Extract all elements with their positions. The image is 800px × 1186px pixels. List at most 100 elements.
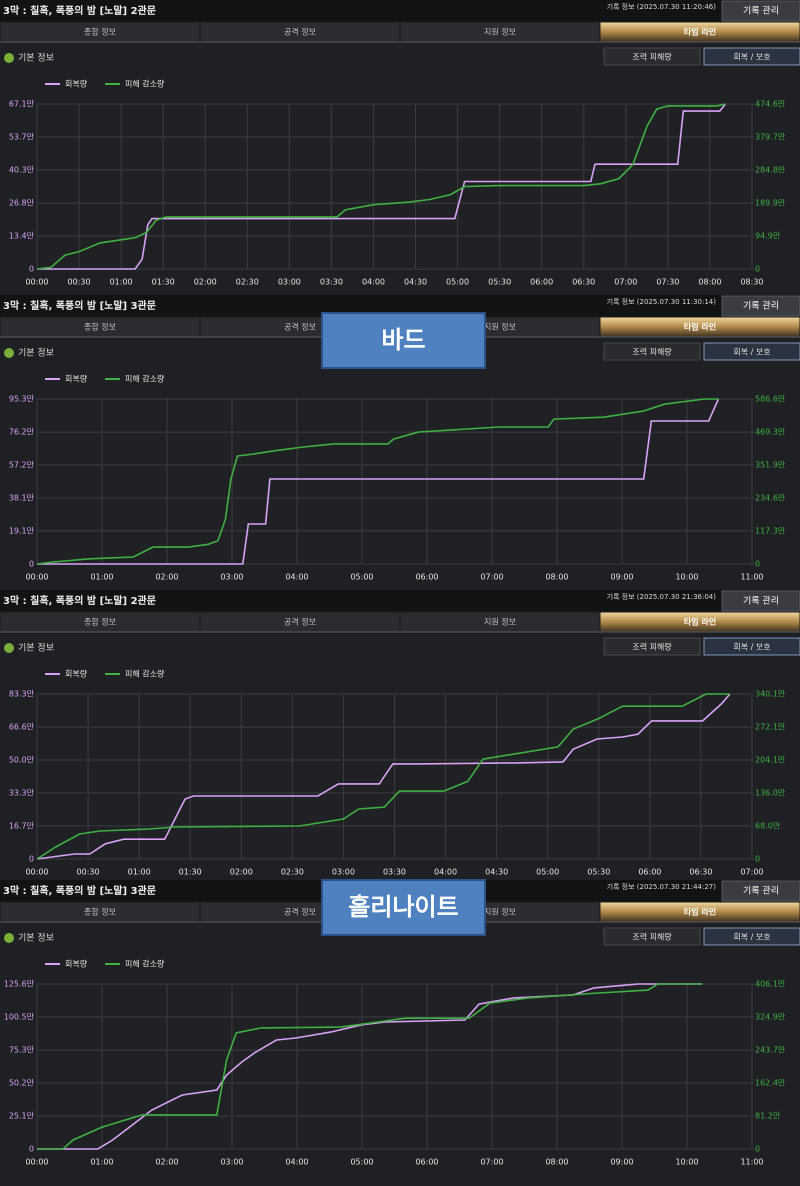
tab-label[interactable]: 종합 정보 [84,27,116,37]
header-bar [0,590,800,612]
x-tick-label: 06:00 [415,573,438,582]
header-bar [0,295,800,317]
record-info: 기록 정보 (2025.07.30 21:36:04) [607,592,717,601]
x-tick-label: 09:00 [610,573,633,582]
x-tick-label: 04:00 [434,868,457,877]
tab-label[interactable]: 지원 정보 [484,27,516,37]
y2-tick-label: 68.0만 [755,822,781,831]
tab-label[interactable]: 타임 라인 [684,907,716,917]
x-tick-label: 04:30 [404,278,427,287]
help-icon [4,643,14,653]
series-line [37,983,703,1150]
x-tick-label: 02:00 [230,868,253,877]
record-button[interactable] [721,590,800,612]
y-tick-label: 40.3만 [9,165,35,174]
y2-tick-label: 340.1만 [755,690,786,699]
legend-label: 피해 감소량 [125,374,165,384]
y2-tick-label: 0 [755,560,760,569]
tab-label[interactable]: 공격 정보 [284,322,316,332]
x-tick-label: 06:30 [572,278,595,287]
tab-label[interactable]: 지원 정보 [484,322,516,332]
tab-label[interactable]: 공격 정보 [284,27,316,37]
section-label: 기본 정보 [18,348,54,359]
x-tick-label: 06:00 [530,278,553,287]
series-line [36,693,730,860]
help-icon [4,53,14,63]
x-tick-label: 00:00 [25,573,48,582]
legend-label: 회복량 [65,374,88,384]
series-line [37,398,720,565]
subtab[interactable] [603,637,701,656]
class-label-box [321,312,486,369]
x-tick-label: 01:00 [110,278,133,287]
y2-tick-label: 406.1만 [755,980,786,989]
x-tick-label: 08:00 [545,573,568,582]
subtab-label[interactable]: 조력 피해량 [632,347,672,357]
tab-label[interactable]: 지원 정보 [484,617,516,627]
subtab-label[interactable]: 회복 / 보호 [733,53,770,62]
record-button[interactable] [721,0,800,22]
y-tick-label: 75.3만 [9,1046,35,1055]
x-tick-label: 06:30 [689,868,712,877]
tab-label[interactable]: 타임 라인 [684,27,716,37]
subtab-label[interactable]: 회복 / 보호 [733,643,770,652]
subtab-label[interactable]: 회복 / 보호 [733,933,770,942]
subtab-label[interactable]: 조력 피해량 [632,52,672,62]
tab-label[interactable]: 공격 정보 [284,907,316,917]
y-tick-label: 0 [29,855,34,864]
x-tick-label: 05:30 [587,868,610,877]
series-line [36,398,719,565]
record-button[interactable] [721,295,800,317]
y2-tick-label: 162.4만 [755,1079,786,1088]
tab-label[interactable]: 공격 정보 [284,617,316,627]
y-tick-label: 67.1만 [9,100,35,109]
record-button-label[interactable]: 기록 관리 [743,6,779,17]
class-label: 바드 [381,326,425,354]
subtab[interactable] [703,47,800,66]
panel: 3막 : 칠흑, 폭풍의 밤 [노말] 3관문 기록 정보 (2025.07.30… [0,295,800,590]
record-button-label[interactable]: 기록 관리 [743,886,779,897]
x-tick-label: 08:00 [545,1158,568,1167]
tab-label[interactable]: 종합 정보 [84,322,116,332]
y2-tick-label: 204.1만 [755,755,786,764]
plot-area [37,984,752,1149]
record-button-label[interactable]: 기록 관리 [743,596,779,607]
tab-label[interactable]: 종합 정보 [84,617,116,627]
x-tick-label: 09:00 [610,1158,633,1167]
record-button[interactable] [721,880,800,902]
tab-label[interactable]: 타임 라인 [684,322,716,332]
tab-label[interactable]: 종합 정보 [84,907,116,917]
panel: 3막 : 칠흑, 폭풍의 밤 [노말] 2관문 기록 정보 (2025.07.30… [0,0,800,295]
subtab[interactable] [603,342,701,361]
tab-label[interactable]: 타임 라인 [684,617,716,627]
subtab[interactable] [703,927,800,946]
page-title: 3막 : 칠흑, 폭풍의 밤 [노말] 3관문 [3,884,156,897]
subtab[interactable] [603,47,701,66]
x-tick-label: 02:30 [281,868,304,877]
x-tick-label: 04:00 [285,1158,308,1167]
x-tick-label: 01:00 [90,573,113,582]
x-tick-label: 03:00 [220,573,243,582]
y-tick-label: 33.3만 [9,789,35,798]
subtab-label[interactable]: 조력 피해량 [632,642,672,652]
x-tick-label: 00:00 [25,278,48,287]
subtab[interactable] [603,927,701,946]
record-button-label[interactable]: 기록 관리 [743,301,779,312]
x-tick-label: 06:00 [638,868,661,877]
x-tick-label: 07:00 [480,573,503,582]
series-line [36,693,731,860]
class-label: 홀리나이트 [348,893,458,921]
x-tick-label: 02:00 [194,278,217,287]
x-tick-label: 03:00 [278,278,301,287]
help-icon [4,348,14,358]
x-tick-label: 05:00 [350,1158,373,1167]
y-tick-label: 66.6만 [9,723,35,732]
y-tick-label: 13.4만 [9,232,35,241]
subtab[interactable] [703,342,800,361]
tab-label[interactable]: 지원 정보 [484,907,516,917]
panel: 3막 : 칠흑, 폭풍의 밤 [노말] 3관문 기록 정보 (2025.07.30… [0,880,800,1186]
page-title: 3막 : 칠흑, 폭풍의 밤 [노말] 2관문 [3,594,156,607]
subtab-label[interactable]: 조력 피해량 [632,932,672,942]
subtab-label[interactable]: 회복 / 보호 [733,348,770,357]
subtab[interactable] [703,637,800,656]
